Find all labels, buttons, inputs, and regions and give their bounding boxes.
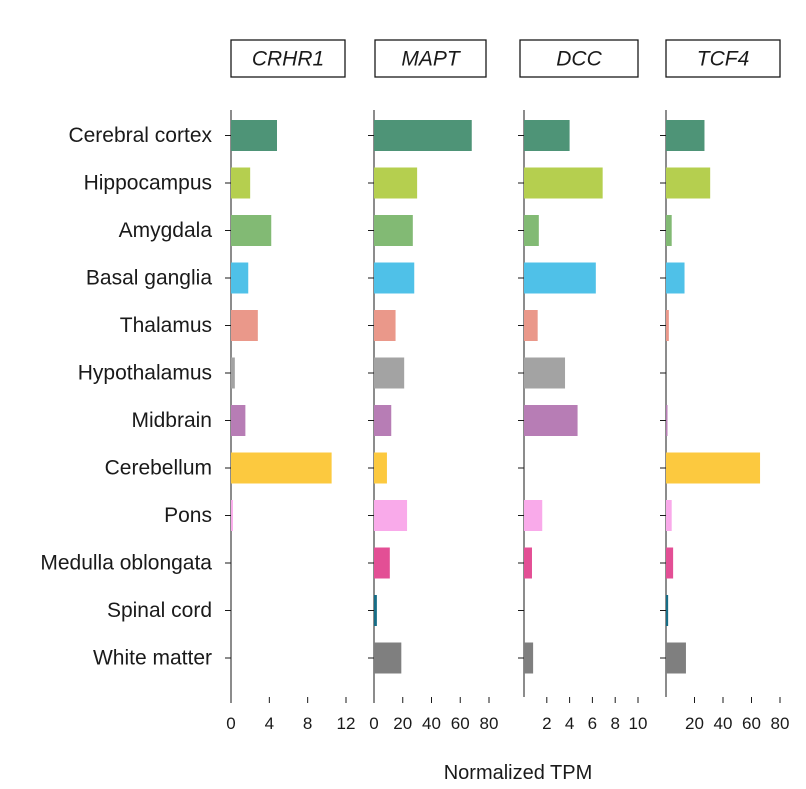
gene-label-box-crhr1 (230, 39, 346, 78)
x-tick-label-dcc: 2 (542, 714, 551, 733)
bar-dcc-medulla-oblongata (524, 547, 532, 579)
bar-tcf4-medulla-oblongata (666, 547, 674, 579)
bar-crhr1-amygdala (231, 215, 272, 246)
bar-tcf4-cerebellum (666, 452, 761, 484)
bar-crhr1-midbrain (231, 405, 246, 436)
bar-mapt-cerebellum (374, 452, 387, 484)
bar-tcf4-cerebral-cortex (666, 120, 705, 151)
x-tick-label-crhr1: 12 (337, 714, 356, 733)
gene-label-box-dcc (519, 39, 639, 78)
x-tick-label-mapt: 80 (480, 714, 499, 733)
bar-mapt-amygdala (374, 215, 413, 246)
x-tick-label-crhr1: 4 (265, 714, 274, 733)
category-label-spinal-cord: Spinal cord (107, 599, 212, 622)
category-label-cerebral-cortex: Cerebral cortex (68, 124, 212, 147)
bar-mapt-hippocampus (374, 167, 418, 199)
category-label-medulla-oblongata: Medulla oblongata (40, 552, 212, 575)
category-label-hypothalamus: Hypothalamus (78, 362, 212, 385)
bar-crhr1-basal-ganglia (231, 262, 249, 294)
gene-label-dcc: DCC (556, 48, 602, 71)
bar-mapt-thalamus (374, 310, 396, 341)
bar-mapt-hypothalamus (374, 357, 405, 389)
bar-crhr1-pons (231, 500, 233, 531)
bar-crhr1-thalamus (231, 310, 258, 341)
bar-tcf4-amygdala (666, 215, 672, 246)
bar-dcc-midbrain (524, 405, 578, 436)
gene-label-mapt: MAPT (401, 48, 462, 71)
x-tick-label-tcf4: 60 (742, 714, 761, 733)
x-axis-title: Normalized TPM (444, 762, 593, 784)
x-tick-label-dcc: 4 (565, 714, 574, 733)
x-tick-label-tcf4: 80 (771, 714, 790, 733)
x-tick-label-crhr1: 8 (303, 714, 312, 733)
category-label-cerebellum: Cerebellum (105, 457, 212, 480)
gene-label-tcf4: TCF4 (697, 48, 750, 71)
bar-mapt-white-matter (374, 642, 402, 674)
bar-mapt-spinal-cord (374, 595, 377, 626)
category-label-hippocampus: Hippocampus (84, 172, 212, 195)
bar-dcc-cerebral-cortex (524, 120, 570, 151)
x-tick-label-mapt: 20 (393, 714, 412, 733)
bar-crhr1-hippocampus (231, 167, 251, 199)
bar-tcf4-pons (666, 500, 672, 531)
bar-tcf4-white-matter (666, 642, 686, 674)
x-tick-label-crhr1: 0 (226, 714, 235, 733)
x-tick-label-dcc: 6 (588, 714, 597, 733)
bar-mapt-medulla-oblongata (374, 547, 390, 579)
x-tick-label-dcc: 8 (610, 714, 619, 733)
bar-dcc-basal-ganglia (524, 262, 596, 294)
bar-tcf4-midbrain (666, 405, 668, 436)
category-label-amygdala: Amygdala (119, 219, 213, 242)
bar-dcc-white-matter (524, 642, 534, 674)
category-label-basal-ganglia: Basal ganglia (86, 267, 212, 290)
bar-dcc-amygdala (524, 215, 539, 246)
category-label-pons: Pons (164, 504, 212, 527)
bar-crhr1-cerebellum (231, 452, 332, 484)
category-label-white-matter: White matter (93, 647, 212, 670)
bar-mapt-midbrain (374, 405, 392, 436)
bar-dcc-hippocampus (524, 167, 603, 199)
gene-label-box-mapt (374, 39, 487, 78)
bar-tcf4-thalamus (666, 310, 669, 341)
x-tick-label-mapt: 0 (369, 714, 378, 733)
x-tick-label-tcf4: 20 (685, 714, 704, 733)
bar-tcf4-hippocampus (666, 167, 711, 199)
bar-mapt-cerebral-cortex (374, 120, 472, 151)
x-tick-label-dcc: 10 (629, 714, 648, 733)
gene-label-crhr1: CRHR1 (252, 48, 324, 71)
bar-tcf4-basal-ganglia (666, 262, 685, 294)
bar-dcc-pons (524, 500, 543, 531)
bar-dcc-hypothalamus (524, 357, 566, 389)
category-label-midbrain: Midbrain (131, 409, 212, 432)
bar-crhr1-cerebral-cortex (231, 120, 277, 151)
bar-mapt-basal-ganglia (374, 262, 415, 294)
bar-dcc-thalamus (524, 310, 538, 341)
gene-label-box-tcf4 (665, 39, 781, 78)
category-label-thalamus: Thalamus (120, 314, 212, 337)
x-tick-label-tcf4: 40 (714, 714, 733, 733)
bar-crhr1-hypothalamus (231, 357, 235, 389)
x-tick-label-mapt: 60 (451, 714, 470, 733)
bar-tcf4-spinal-cord (666, 595, 669, 626)
x-tick-label-mapt: 40 (422, 714, 441, 733)
bar-mapt-pons (374, 500, 408, 531)
